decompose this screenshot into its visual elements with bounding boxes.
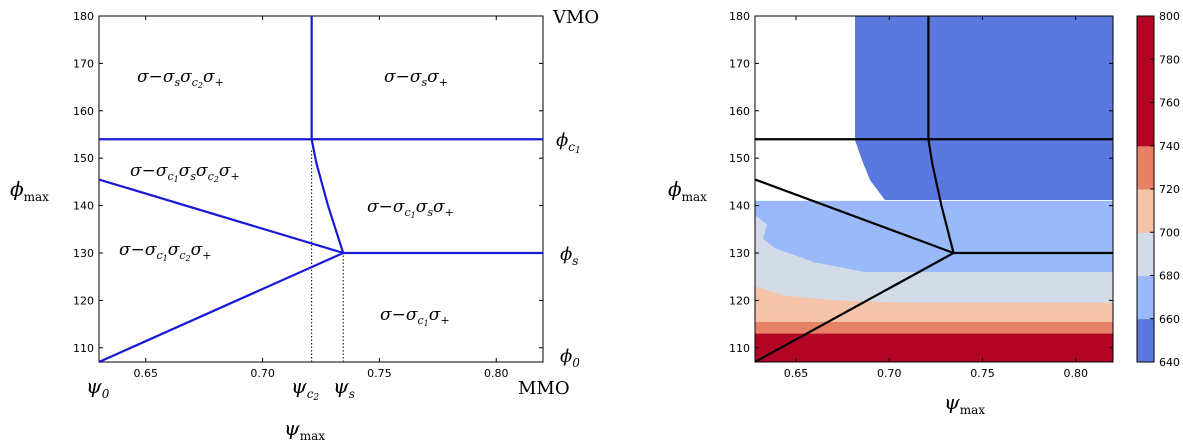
phi-c1-label: ϕc1 (556, 130, 581, 156)
colorbar-segment (1137, 16, 1154, 60)
heatmap-band (755, 333, 1113, 362)
right-x-ticks: 0.65 0.70 0.75 0.80 (784, 16, 1088, 380)
heatmap-boundary-line (927, 16, 955, 254)
heatmap-band (755, 321, 1113, 334)
phase-boundary-line (98, 251, 344, 364)
right-x-tick-label: 0.80 (1063, 367, 1088, 380)
right-plot-frame (754, 15, 1114, 363)
right-x-tick-label: 0.75 (970, 367, 995, 380)
right-y-tick-label: 160 (729, 105, 750, 118)
left-y-tick-label: 160 (73, 105, 94, 118)
phase-boundary-line (98, 178, 344, 255)
contour-700-edge (755, 286, 1113, 306)
left-x-tick-label: 0.75 (367, 367, 392, 380)
colorbar-segment (1137, 102, 1154, 147)
phi-s-label: ϕs (560, 244, 578, 268)
colorbar-tick-label: 760 (1159, 97, 1180, 110)
phase-boundary-line (310, 16, 345, 254)
heatmap-boundary-line (755, 178, 954, 255)
left-y-tick-label: 150 (73, 152, 94, 165)
psi-s-label: ψs (333, 374, 355, 401)
psi-0-label: ψ0 (86, 374, 110, 401)
right-y-axis-label: ϕmax (668, 177, 707, 204)
left-x-tick-label: 0.80 (484, 367, 509, 380)
left-y-tick-label: 110 (73, 342, 94, 355)
region-label-6: σ−σc1σ+ (380, 305, 450, 328)
colorbar-tick-label: 780 (1159, 53, 1180, 66)
heatmap-boundary-line (755, 252, 955, 362)
colorbar-tick-label: 720 (1159, 183, 1180, 196)
heatmap-bands (755, 16, 1113, 362)
right-x-axis-label: ψmax (944, 390, 985, 417)
heatmap-overlay-lines (755, 16, 1113, 362)
heatmap-band (755, 305, 1113, 322)
left-x-axis-label: ψmax (284, 416, 325, 441)
colorbar-tick-label: 640 (1159, 356, 1180, 369)
left-x-tick-label: 0.70 (250, 367, 275, 380)
left-boundary-lines (98, 16, 543, 364)
colorbar-segment (1137, 145, 1154, 190)
left-y-tick-label: 140 (73, 200, 94, 213)
colorbar-segment (1137, 59, 1154, 103)
right-y-tick-label: 130 (729, 247, 750, 260)
left-plot-frame (98, 15, 544, 363)
left-y-tick-label: 120 (73, 294, 94, 307)
colorbar-tick-label: 700 (1159, 226, 1180, 239)
region-label-4: σ−σc1σsσ+ (367, 197, 454, 220)
left-x-ticks: 0.65 0.70 0.75 0.80 (133, 16, 509, 380)
left-y-tick-label: 130 (73, 247, 94, 260)
left-dotted-guides (311, 148, 344, 362)
heatmap-panel: 0.65 0.70 0.75 0.80 110 120 130 140 150 160 170 18… (668, 10, 1180, 417)
right-x-tick-label: 0.65 (784, 367, 809, 380)
right-y-tick-label: 180 (729, 10, 750, 23)
colorbar-tick-label: 660 (1159, 313, 1180, 326)
left-y-tick-label: 170 (73, 57, 94, 70)
colorbar-segment (1137, 318, 1154, 363)
contour-640-region (855, 16, 1113, 200)
left-x-tick-label: 0.65 (133, 367, 158, 380)
region-label-2: σ−σsσ+ (384, 67, 448, 89)
contour-680-edge (755, 215, 1113, 277)
right-x-tick-label: 0.70 (877, 367, 902, 380)
phase-diagram-panel: 0.65 0.70 0.75 0.80 110 120 130 140 150 160 170 18… (10, 7, 599, 441)
region-label-3: σ−σc1σsσc2σ+ (130, 161, 240, 184)
colorbar-segment (1137, 275, 1154, 320)
colorbar: 640 660 680 700 720 740 760 780 800 (1136, 10, 1180, 369)
colorbar-segment (1137, 232, 1154, 276)
left-y-axis-label: ϕmax (10, 177, 49, 204)
right-y-ticks: 110 120 130 140 150 160 170 180 (729, 10, 1113, 355)
left-y-ticks: 110 120 130 140 150 160 170 180 (73, 10, 543, 355)
mmo-label: MMO (518, 378, 570, 399)
colorbar-segment (1137, 189, 1154, 233)
colorbar-tick-label: 740 (1159, 140, 1180, 153)
psi-c2-label: ψc2 (291, 374, 319, 403)
right-y-tick-label: 170 (729, 57, 750, 70)
region-label-1: σ−σsσc2σ+ (137, 67, 224, 90)
right-y-tick-label: 140 (729, 200, 750, 213)
colorbar-tick-label: 680 (1159, 270, 1180, 283)
right-y-tick-label: 120 (729, 294, 750, 307)
right-y-tick-label: 110 (729, 342, 750, 355)
phi-0-label: ϕ0 (560, 346, 580, 370)
colorbar-tick-label: 800 (1159, 10, 1180, 23)
right-y-tick-label: 150 (729, 152, 750, 165)
left-y-tick-label: 180 (73, 10, 94, 23)
vmo-label: VMO (552, 7, 599, 28)
